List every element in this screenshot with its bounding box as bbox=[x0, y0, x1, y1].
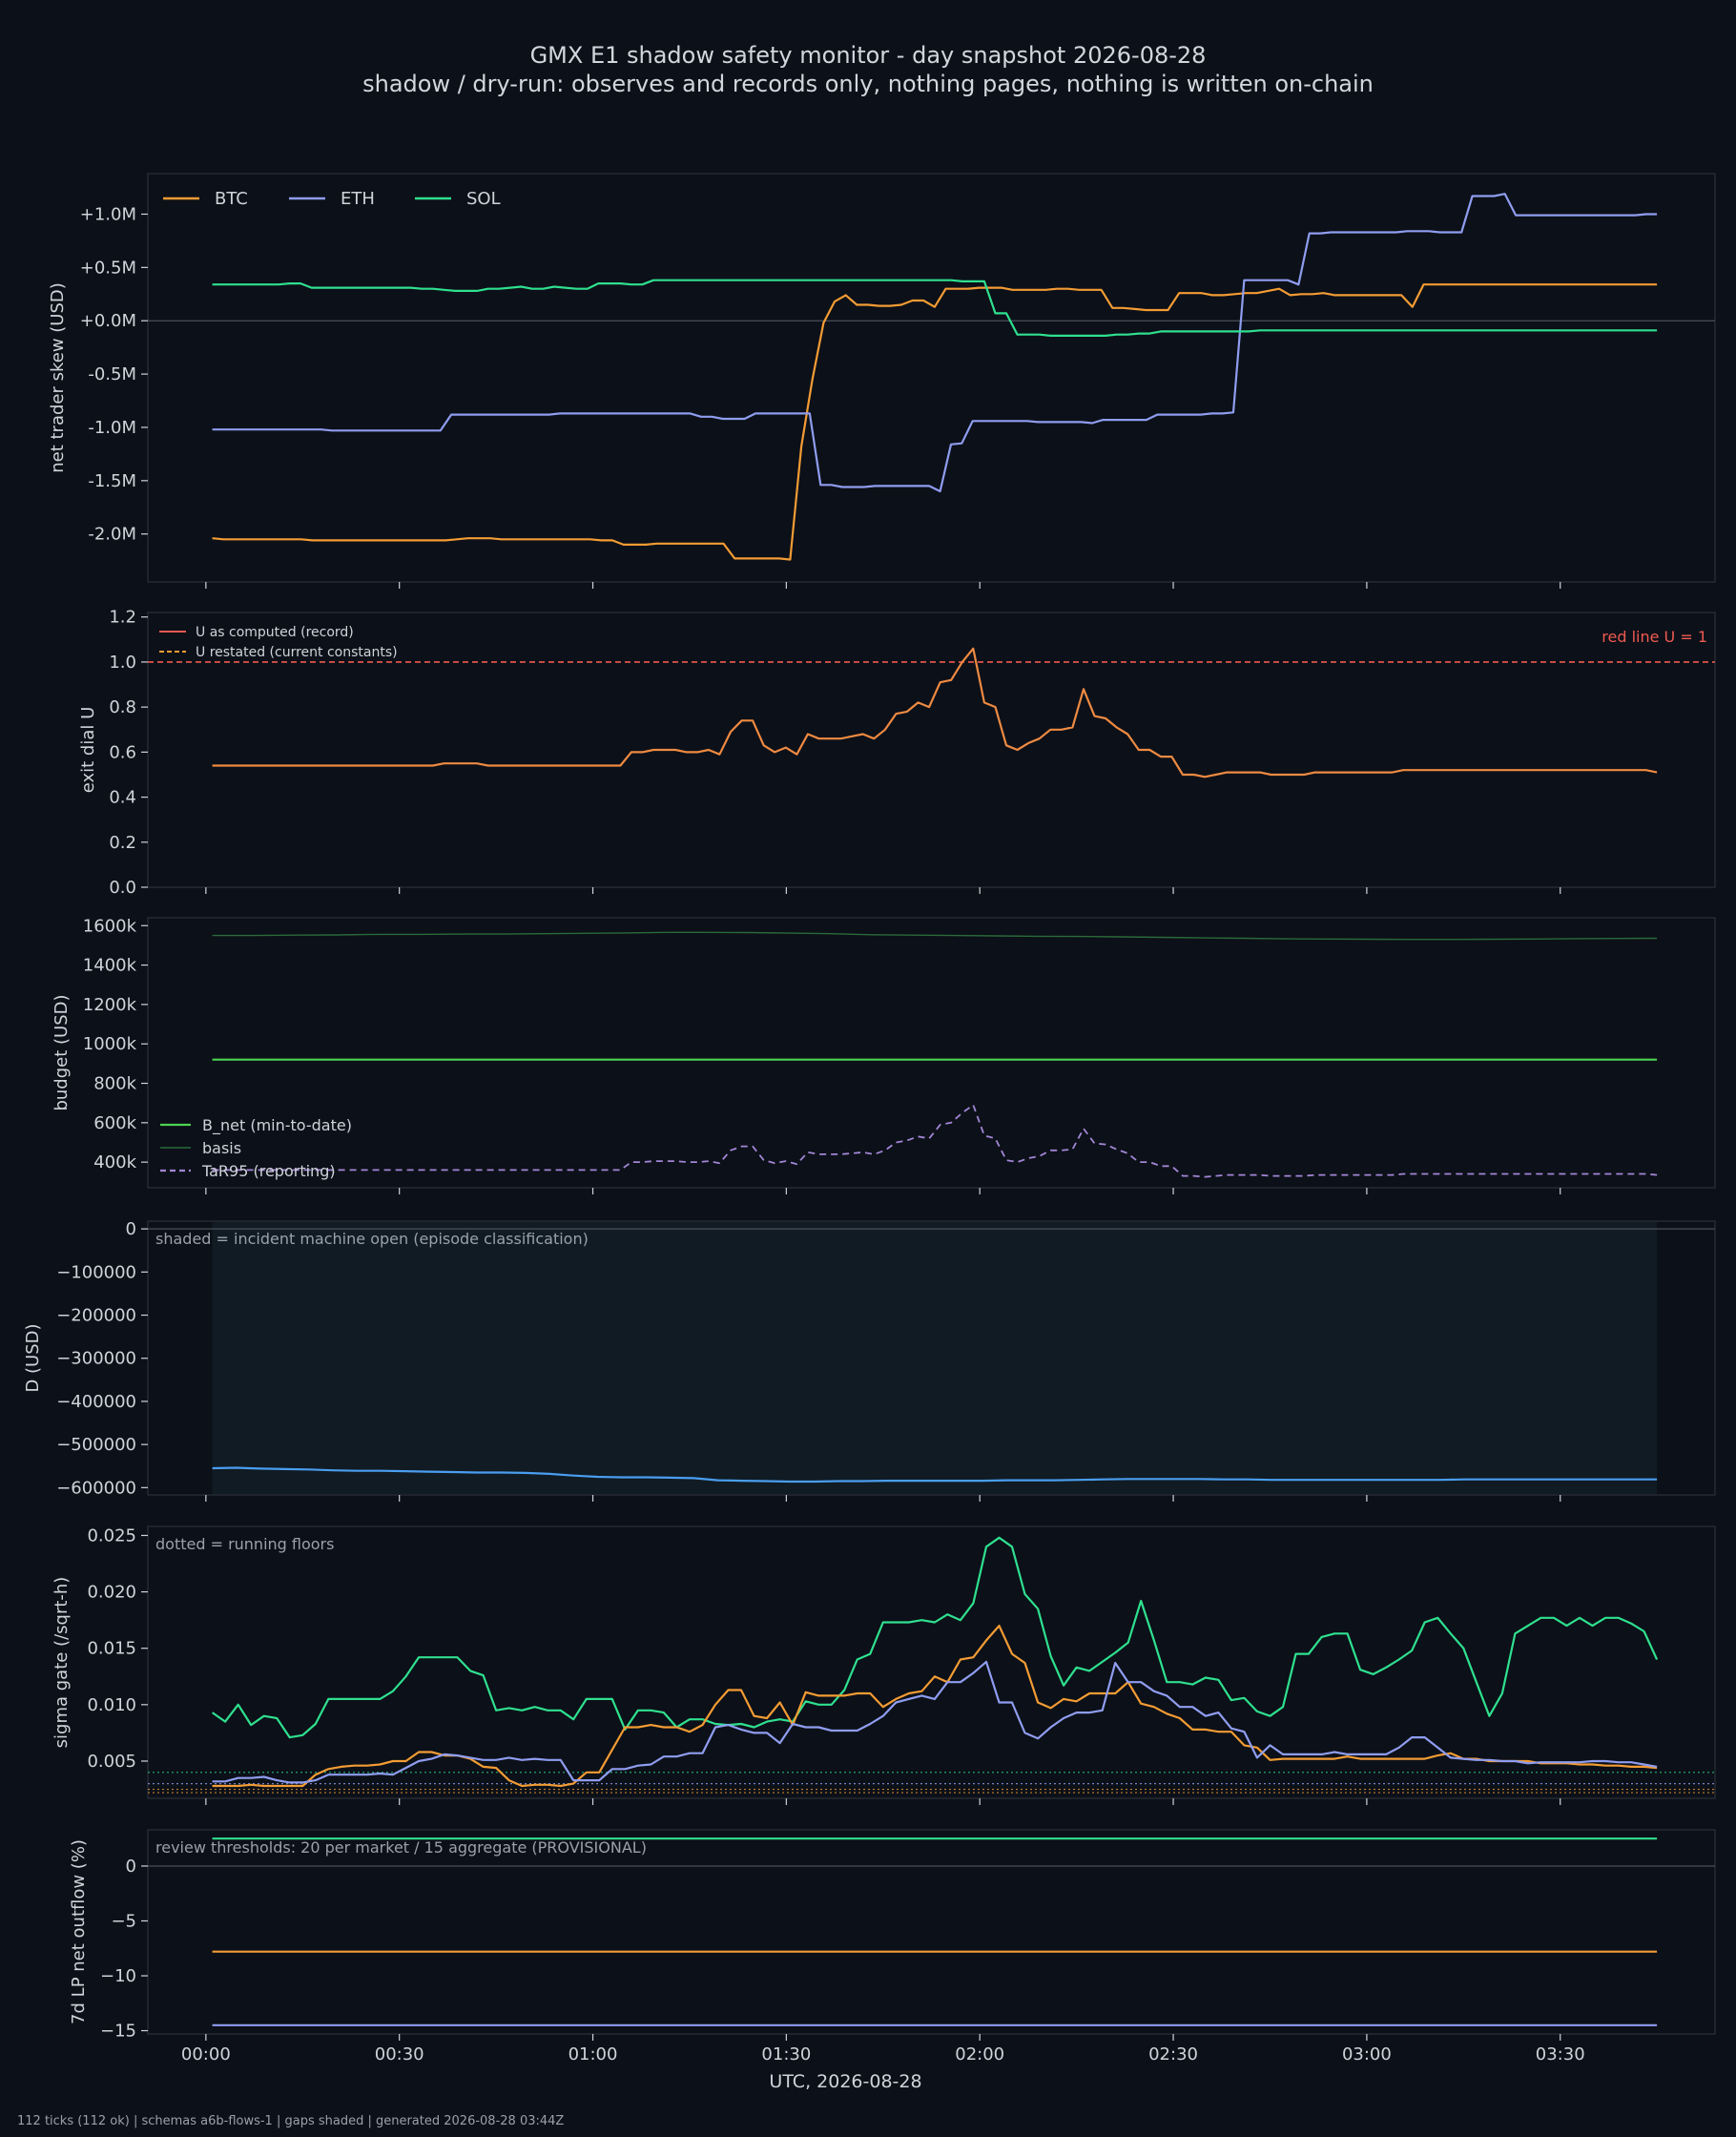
x-tick-label: 01:00 bbox=[568, 2044, 618, 2064]
skew-ytick-label: +0.5M bbox=[80, 258, 136, 278]
x-tick-label: 00:30 bbox=[375, 2044, 424, 2064]
outflow-ytick-label: −10 bbox=[100, 1966, 136, 1986]
x-tick-label: 02:00 bbox=[955, 2044, 1004, 2064]
outflow-note: review thresholds: 20 per market / 15 ag… bbox=[155, 1838, 647, 1857]
x-tick-label: 03:00 bbox=[1342, 2044, 1392, 2064]
D-ytick-label: −300000 bbox=[56, 1349, 136, 1369]
x-tick-label: 02:30 bbox=[1148, 2044, 1198, 2064]
x-tick-label: 01:30 bbox=[761, 2044, 811, 2064]
budget-ytick-label: 1400k bbox=[83, 956, 137, 976]
panel-skew: +1.0M +0.5M +0.0M -0.5M -1.0M -1.5M -2.0M net t… bbox=[48, 173, 1716, 589]
budget-series-tar95-reporting- bbox=[212, 1104, 1658, 1178]
D-series-d bbox=[212, 1466, 1658, 1483]
x-tick-label: 00:00 bbox=[181, 2044, 231, 2064]
sigma-series-btc bbox=[212, 1624, 1658, 1788]
legend-label-budget: TaR95 (reporting) bbox=[201, 1162, 336, 1180]
dial-ytick-label: 0.2 bbox=[109, 833, 136, 853]
chart-subtitle: shadow / dry-run: observes and records o… bbox=[362, 71, 1374, 97]
skew-ytick-label: -2.0M bbox=[88, 525, 136, 545]
D-shaded-region bbox=[212, 1222, 1658, 1494]
dial-ytick-label: 0.6 bbox=[109, 742, 136, 762]
dial-ylabel: exit dial U bbox=[78, 707, 98, 794]
dial-ytick-label: 1.0 bbox=[109, 653, 136, 673]
budget-ytick-label: 800k bbox=[93, 1074, 136, 1094]
x-tick-label: 03:30 bbox=[1536, 2044, 1585, 2064]
legend-label-dial: U as computed (record) bbox=[196, 625, 354, 640]
red-line-label: red line U = 1 bbox=[1602, 628, 1707, 646]
legend-label-budget: basis bbox=[202, 1139, 241, 1157]
skew-series-btc bbox=[212, 283, 1658, 561]
sigma-series-sol bbox=[211, 1536, 1659, 1739]
skew-frame bbox=[147, 173, 1716, 583]
budget-ytick-label: 1200k bbox=[83, 995, 137, 1015]
dial-ytick-label: 0.8 bbox=[109, 697, 136, 717]
legend-label-eth: ETH bbox=[341, 189, 375, 209]
skew-ytick-label: -1.0M bbox=[88, 418, 136, 438]
D-ytick-label: −100000 bbox=[56, 1262, 136, 1282]
legend-label-btc: BTC bbox=[215, 189, 248, 209]
sigma-ytick-label: 0.010 bbox=[87, 1695, 136, 1715]
outflow-ytick-label: 0 bbox=[126, 1857, 136, 1877]
D-ytick-label: −600000 bbox=[56, 1478, 136, 1498]
D-ytick-label: 0 bbox=[126, 1219, 136, 1239]
outflow-ylabel: 7d LP net outflow (%) bbox=[69, 1839, 89, 2024]
panel-dial: 0.0 0.2 0.4 0.6 0.8 1.0 1.2 exit dial U red line… bbox=[78, 608, 1716, 898]
sigma-ytick-label: 0.015 bbox=[87, 1639, 136, 1659]
budget-ytick-label: 400k bbox=[93, 1152, 136, 1172]
skew-ytick-label: +1.0M bbox=[80, 204, 136, 224]
sigma-frame bbox=[147, 1525, 1716, 1799]
dial-ytick-label: 0.0 bbox=[109, 878, 136, 898]
x-axis-label: UTC, 2026-08-28 bbox=[769, 2071, 921, 2092]
budget-ytick-label: 1000k bbox=[83, 1034, 137, 1054]
sigma-ytick-label: 0.005 bbox=[87, 1752, 136, 1772]
skew-ytick-label: -1.5M bbox=[88, 471, 136, 491]
dial-ytick-label: 0.4 bbox=[109, 788, 136, 808]
panel-outflow: 0 −5 −10 −15 7d LP net outflow (%) review thr… bbox=[69, 1829, 1716, 2042]
panel-sigma: 0.005 0.010 0.015 0.020 0.025 sigma gate (/sq… bbox=[52, 1525, 1716, 1805]
skew-ylabel: net trader skew (USD) bbox=[48, 282, 68, 473]
D-ytick-label: −400000 bbox=[56, 1392, 136, 1412]
budget-ytick-label: 1600k bbox=[83, 916, 137, 936]
legend-label-sol: SOL bbox=[466, 189, 501, 209]
outflow-frame bbox=[147, 1829, 1716, 2035]
sigma-note: dotted = running floors bbox=[155, 1535, 334, 1553]
dial-ytick-label: 1.2 bbox=[109, 608, 136, 628]
outflow-ytick-label: −5 bbox=[111, 1911, 136, 1931]
skew-ytick-label: +0.0M bbox=[80, 311, 136, 331]
sigma-ytick-label: 0.025 bbox=[87, 1525, 136, 1546]
D-ytick-label: −500000 bbox=[56, 1435, 136, 1455]
legend-label-budget: B_net (min-to-date) bbox=[202, 1116, 352, 1135]
sigma-series-eth bbox=[212, 1660, 1658, 1784]
sigma-ylabel: sigma gate (/sqrt-h) bbox=[52, 1577, 72, 1749]
skew-ytick-label: -0.5M bbox=[88, 364, 136, 384]
outflow-ytick-label: −15 bbox=[100, 2022, 136, 2042]
D-ylabel: D (USD) bbox=[23, 1323, 43, 1392]
budget-frame bbox=[147, 917, 1716, 1189]
footer-status: 112 ticks (112 ok) | schemas a6b-flows-1… bbox=[17, 2114, 565, 2128]
skew-series-sol bbox=[212, 279, 1658, 337]
skew-series-eth bbox=[212, 193, 1658, 493]
D-ytick-label: −200000 bbox=[56, 1306, 136, 1326]
legend-label-dial: U restated (current constants) bbox=[196, 645, 398, 660]
budget-ytick-label: 600k bbox=[93, 1113, 136, 1133]
dial-frame bbox=[147, 612, 1716, 888]
budget-ylabel: budget (USD) bbox=[52, 994, 72, 1110]
sigma-ytick-label: 0.020 bbox=[87, 1583, 136, 1603]
dial-series-u bbox=[212, 647, 1658, 778]
chart-title: GMX E1 shadow safety monitor - day snaps… bbox=[529, 42, 1207, 69]
D-note: shaded = incident machine open (episode … bbox=[155, 1230, 589, 1248]
panel-D: 0 −100000 −200000 −300000 −400000 −500000 −600… bbox=[23, 1219, 1716, 1502]
panel-budget: 400k 600k 800k 1000k 1200k 1400k 1600k budget (… bbox=[52, 916, 1716, 1194]
budget-series-basis bbox=[212, 931, 1658, 941]
